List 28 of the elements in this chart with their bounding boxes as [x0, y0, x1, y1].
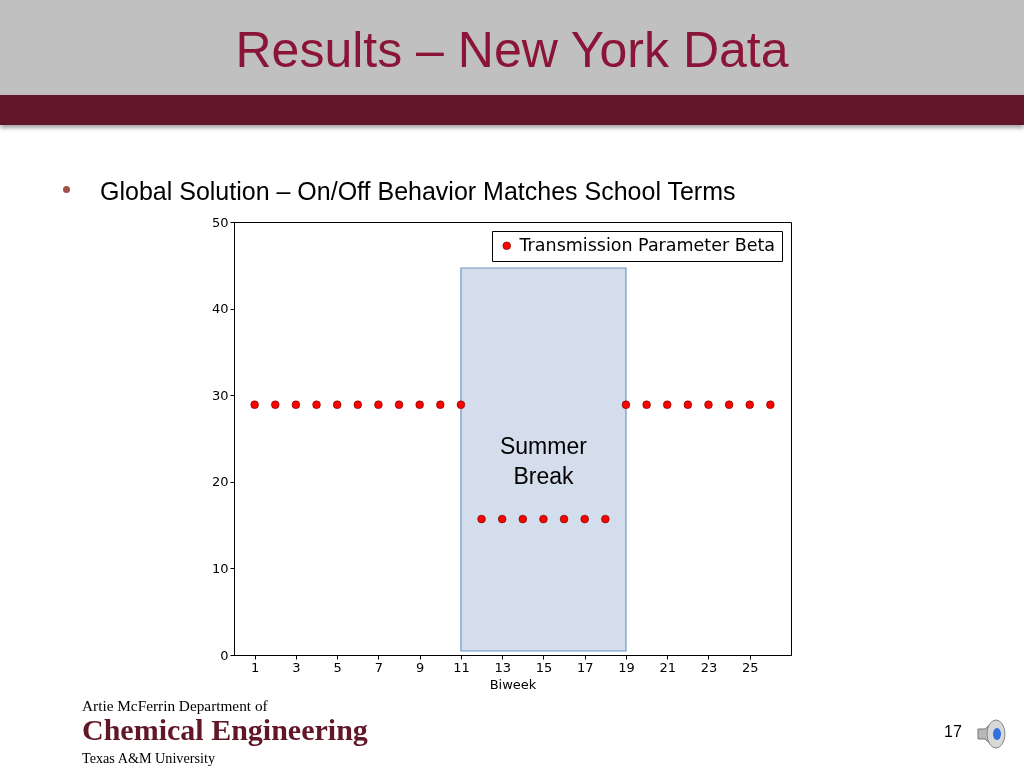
legend-label: Transmission Parameter Beta: [518, 234, 776, 255]
chart-title: Results – New York Data: [234, 21, 790, 80]
x-tick-label: 9: [416, 659, 425, 675]
x-tick-label: 5: [333, 659, 342, 675]
x-tick-label: 25: [741, 659, 759, 675]
x-tick-label: 3: [292, 659, 301, 675]
band-label: Summer Break: [499, 433, 588, 489]
x-tick-label: 13: [494, 659, 511, 675]
y-tick-label: 10: [211, 560, 229, 576]
x-tick-label: 19: [618, 659, 635, 675]
x-tick-label: 7: [374, 659, 384, 675]
text: Chemical Engineering: [82, 713, 368, 747]
text: Texas A&M University: [82, 750, 215, 767]
x-tick-label: 1: [250, 659, 260, 675]
y-tick-label: 30: [211, 387, 229, 403]
x-tick-label: 17: [576, 659, 594, 675]
y-tick-label: 40: [211, 301, 229, 317]
x-tick-label: 23: [700, 659, 718, 675]
x-tick-label: 15: [535, 659, 553, 675]
y-tick-label: 20: [211, 474, 229, 490]
x-axis-title: Biweek: [489, 676, 537, 692]
text: Artie McFerrin Department of: [82, 697, 268, 715]
y-tick-label: 0: [220, 647, 229, 663]
x-tick-label: 21: [659, 659, 676, 675]
text: 17: [944, 723, 962, 741]
y-tick-label: 50: [211, 214, 229, 230]
chart-subtitle: Global Solution – On/Off Behavior Matches School Terms: [100, 176, 736, 206]
x-tick-label: 11: [453, 659, 470, 675]
